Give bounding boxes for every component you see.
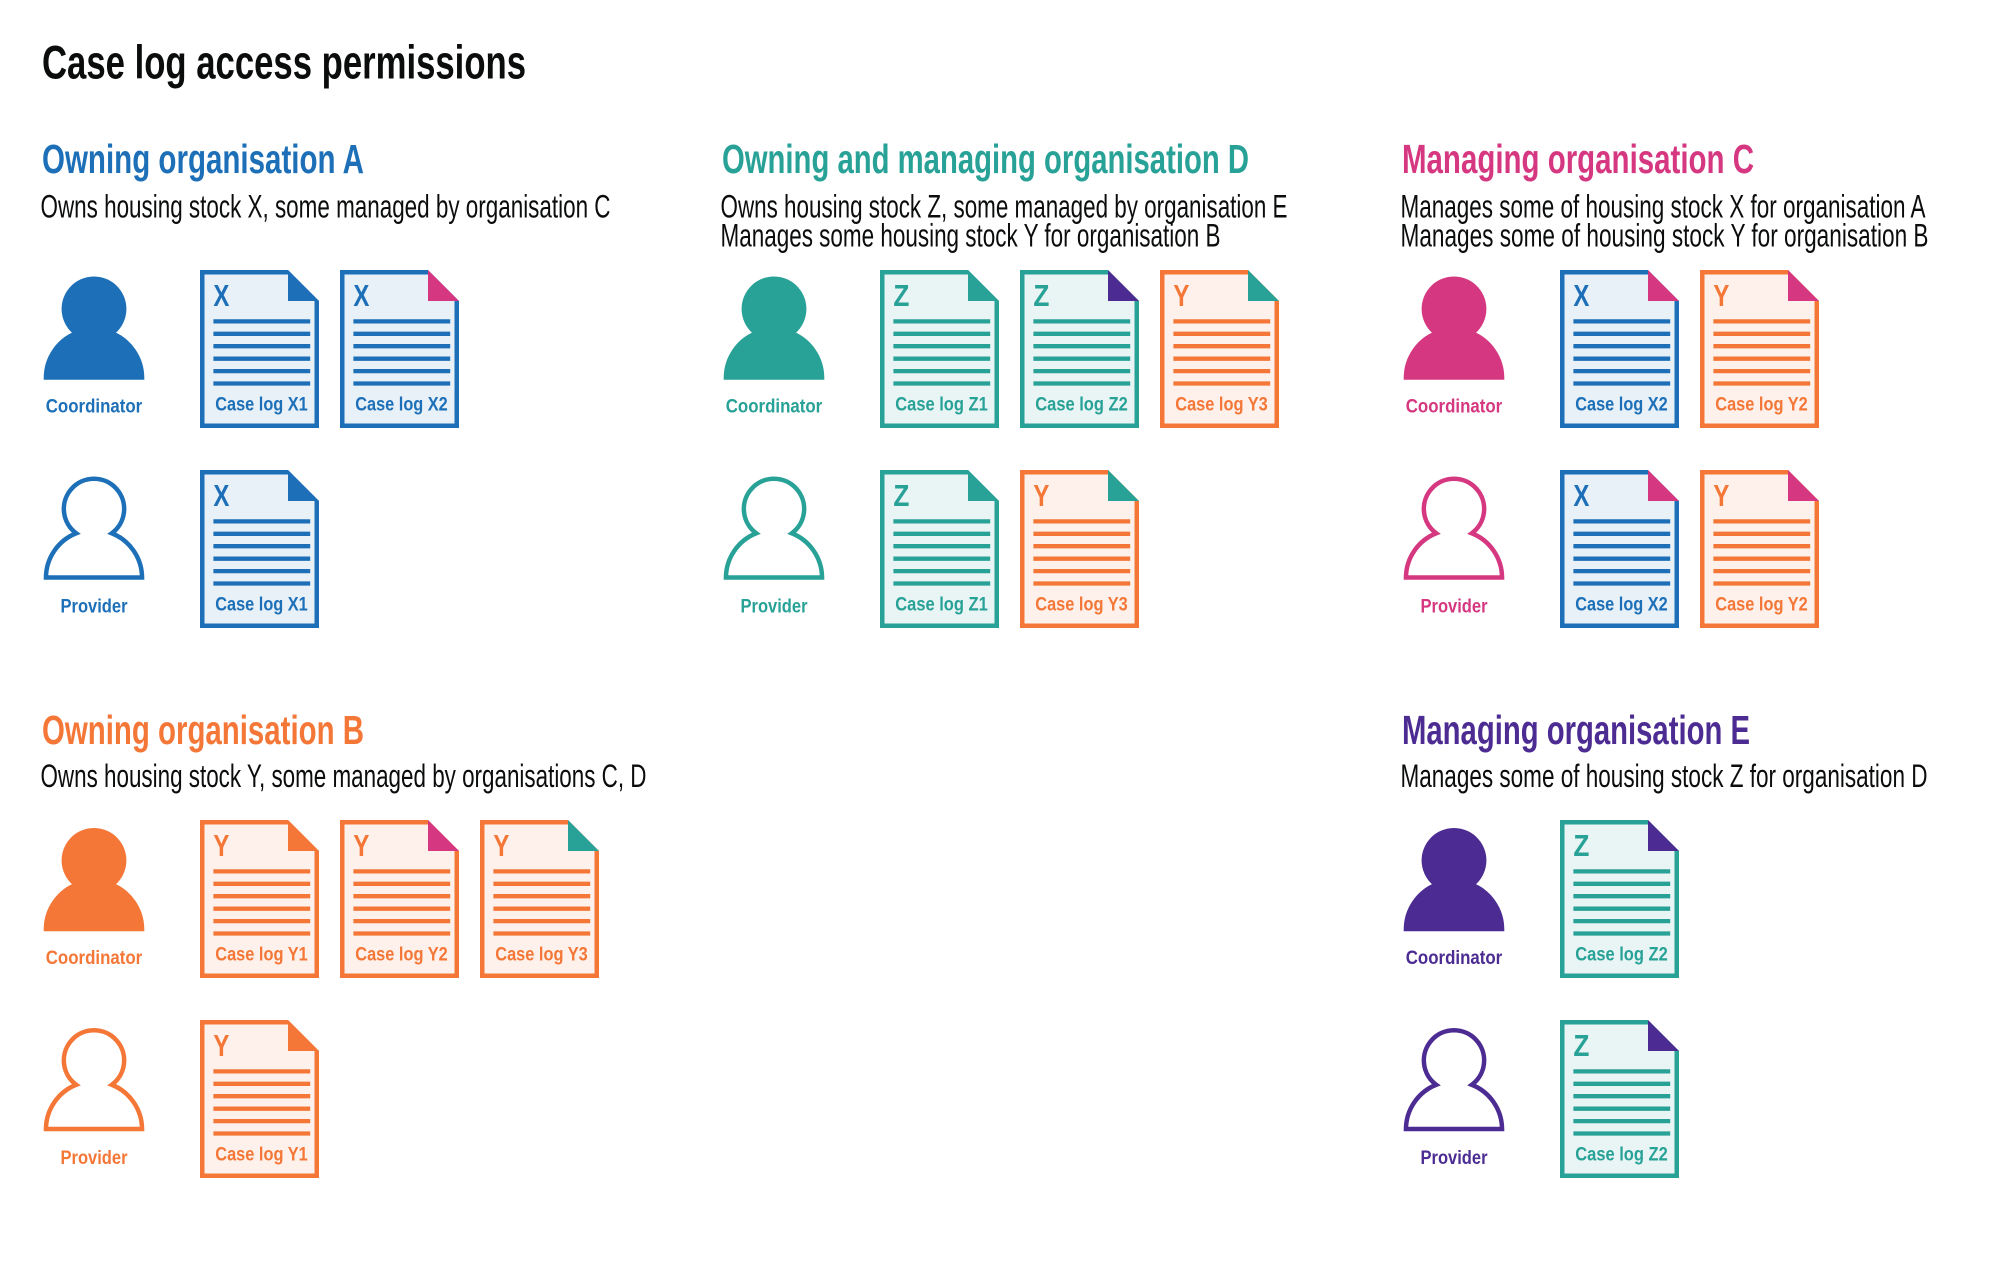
svg-text:Y: Y <box>353 829 369 863</box>
svg-text:Coordinator: Coordinator <box>1406 396 1503 418</box>
svg-text:Coordinator: Coordinator <box>46 396 143 418</box>
svg-text:Coordinator: Coordinator <box>1406 947 1503 969</box>
svg-text:Provider: Provider <box>1421 1147 1488 1169</box>
svg-text:Coordinator: Coordinator <box>46 947 143 969</box>
svg-text:Case log Y2: Case log Y2 <box>355 944 448 966</box>
svg-text:Case log Y2: Case log Y2 <box>1715 394 1808 416</box>
svg-text:Case log Y2: Case log Y2 <box>1715 594 1808 616</box>
svg-text:Y: Y <box>493 829 509 863</box>
svg-text:Y: Y <box>213 1029 229 1063</box>
svg-text:Case log X2: Case log X2 <box>355 394 448 416</box>
svg-text:Owning organisation B: Owning organisation B <box>42 707 364 753</box>
svg-text:Case log Z1: Case log Z1 <box>895 394 988 416</box>
svg-text:Manages some of housing stock: Manages some of housing stock X for orga… <box>1401 189 1926 225</box>
svg-text:Manages some of housing stock: Manages some of housing stock Y for orga… <box>1401 218 1929 254</box>
svg-text:Managing organisation E: Managing organisation E <box>1402 707 1750 753</box>
svg-text:Provider: Provider <box>741 596 808 618</box>
svg-text:Case log Z1: Case log Z1 <box>895 594 988 616</box>
svg-text:Owning and managing organisati: Owning and managing organisation D <box>722 136 1249 182</box>
svg-text:Case log X2: Case log X2 <box>1575 394 1668 416</box>
svg-text:X: X <box>1573 279 1590 313</box>
svg-text:Owning organisation A: Owning organisation A <box>42 136 364 182</box>
svg-text:Provider: Provider <box>1421 596 1488 618</box>
svg-text:Z: Z <box>893 279 909 313</box>
svg-text:Managing organisation C: Managing organisation C <box>1402 136 1754 182</box>
svg-text:Case log X1: Case log X1 <box>215 394 308 416</box>
svg-text:Y: Y <box>1713 279 1729 313</box>
svg-text:Owns housing stock Y, some man: Owns housing stock Y, some managed by or… <box>41 758 647 794</box>
svg-text:Coordinator: Coordinator <box>726 396 823 418</box>
svg-text:Y: Y <box>1713 479 1729 513</box>
svg-text:Manages some housing stock Y f: Manages some housing stock Y for organis… <box>721 218 1221 254</box>
svg-text:X: X <box>1573 479 1590 513</box>
svg-text:Case log Y1: Case log Y1 <box>215 944 308 966</box>
svg-text:Case log Z2: Case log Z2 <box>1575 944 1668 966</box>
svg-text:X: X <box>213 479 230 513</box>
svg-text:Case log Y3: Case log Y3 <box>1175 394 1268 416</box>
svg-text:X: X <box>353 279 370 313</box>
svg-text:Z: Z <box>1033 279 1049 313</box>
svg-text:Z: Z <box>1573 829 1589 863</box>
svg-text:Provider: Provider <box>61 1147 128 1169</box>
svg-text:Z: Z <box>893 479 909 513</box>
svg-text:Owns housing stock X, some man: Owns housing stock X, some managed by or… <box>41 189 611 225</box>
svg-text:Y: Y <box>1173 279 1189 313</box>
svg-text:Y: Y <box>1033 479 1049 513</box>
svg-text:Owns housing stock Z, some man: Owns housing stock Z, some managed by or… <box>721 189 1288 225</box>
svg-text:Case log Z2: Case log Z2 <box>1035 394 1128 416</box>
svg-text:Manages some of housing stock: Manages some of housing stock Z for orga… <box>1401 758 1928 794</box>
svg-text:Case log access permissions: Case log access permissions <box>42 36 526 89</box>
svg-text:X: X <box>213 279 230 313</box>
svg-text:Case log Y3: Case log Y3 <box>1035 594 1128 616</box>
svg-text:Z: Z <box>1573 1029 1589 1063</box>
svg-text:Case log X2: Case log X2 <box>1575 594 1668 616</box>
svg-text:Provider: Provider <box>61 596 128 618</box>
svg-text:Case log Y3: Case log Y3 <box>495 944 588 966</box>
svg-text:Case log Y1: Case log Y1 <box>215 1144 308 1166</box>
svg-text:Case log X1: Case log X1 <box>215 594 308 616</box>
svg-text:Case log Z2: Case log Z2 <box>1575 1144 1668 1166</box>
svg-text:Y: Y <box>213 829 229 863</box>
